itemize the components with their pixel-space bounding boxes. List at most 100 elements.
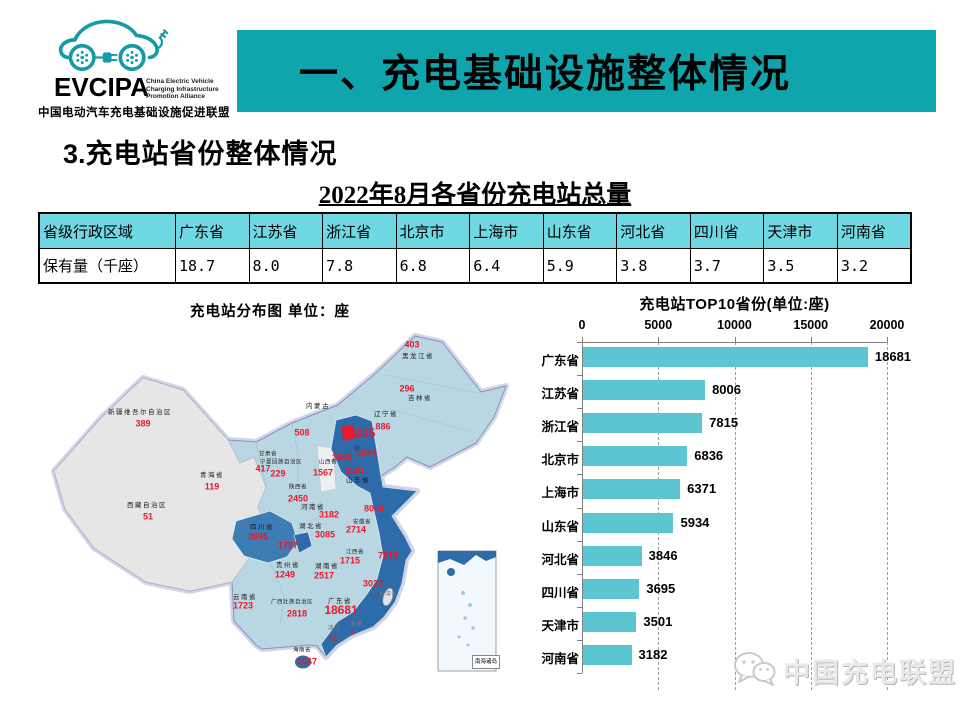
map-province-name: 青海省 [200,471,224,479]
chart-value-label: 3695 [646,580,676,596]
table-column-header: 省级行政区域 [38,212,176,249]
chart-value-label: 18681 [874,349,912,364]
table-column-header: 北京市 [395,212,471,249]
table-column-header: 四川省 [689,212,765,249]
table-value-cell: 18.7 [175,248,250,284]
map-province-name: 贵州省 [276,561,300,569]
table-row-label: 保有量（千座） [38,248,176,284]
chart-y-tick-mark [577,639,582,641]
table-value-cell: 5.9 [542,248,618,284]
chart-y-tick-mark [577,540,582,542]
wechat-icon [734,652,776,686]
map-value-label: 1249 [274,569,296,580]
table-column-header: 河南省 [836,212,912,249]
map-value-label: 6835 [348,426,376,440]
table-column-header: 天津市 [763,212,838,249]
map-province-name: 甘肃省 [258,451,278,458]
chart-bar [583,545,642,566]
logo-english-line: Promotion Alliance [146,93,205,100]
chart-y-axis [582,342,583,673]
map-value-label: 2450 [287,493,309,504]
table-column-header: 江苏省 [248,212,324,249]
chart-y-tick-mark [577,408,582,410]
chart-bar [583,347,868,367]
table-title: 2022年8月各省份充电站总量 [318,182,632,209]
map-value-label: 8006 [363,503,385,514]
map-value-label: 2818 [286,608,308,619]
map-value-label: 12 [329,635,337,643]
province-totals-table: 省级行政区域 广东省 江苏省 浙江省 北京市 上海市 山东省 河北省 四川省 天津市 河南省 保有量… [38,212,912,284]
logo-chinese-name: 中国电动汽车充电基础设施促进联盟 [38,107,230,119]
top10-bar-chart: 充电站TOP10省份(单位:座) 0 5000 10000 15000 20000 广东省… [535,292,955,704]
china-distribution-map: 充电站分布图 单位：座 南海诸岛 389 119 51 403 296 886 508 683… [40,295,530,695]
map-value-label: 1567 [312,467,334,478]
chart-category-label: 江苏省 [541,387,579,402]
china-map-shape [51,333,509,672]
map-title: 充电站分布图 单位：座 [189,304,351,320]
chart-value-label: 7815 [709,415,739,431]
logo-english-line: Charging Infrastructure [146,85,219,93]
map-province-name: 澳门 [327,625,341,632]
chart-bar [583,611,637,632]
map-value-label: 3022 [362,578,384,589]
chart-category-label: 四川省 [541,585,579,600]
map-province-name: 山东省 [346,476,370,484]
chart-value-label: 3182 [638,646,668,662]
map-province-name: 江西省 [345,549,365,556]
table-value-cell: 8.0 [248,248,324,284]
inset-label: 南海诸岛 [472,655,500,669]
map-province-name: 安徽省 [352,519,372,526]
map-value-label: 1715 [339,555,361,566]
map-province-name: 内蒙古 [306,402,330,410]
table-value-cell: 3.8 [616,248,691,284]
map-province-name: 湖北省 [299,522,323,530]
chart-bar [583,479,681,500]
map-province-name: 广东省 [328,597,352,605]
map-province-name: 四川省 [250,523,274,531]
chart-category-label: 河北省 [541,552,579,567]
logo-acronym: EVCIPA [54,72,149,102]
chart-value-label: 6836 [694,448,724,464]
map-value-label: 1667 [296,656,318,667]
chart-x-tick-mark [734,337,736,342]
chart-value-label: 6371 [687,481,717,497]
ev-car-logo-icon [58,19,169,72]
map-value-label: 1723 [232,600,254,611]
chart-value-label: 3501 [643,613,673,629]
map-value-label: 5934 [355,447,377,458]
table-column-header: 浙江省 [322,212,397,249]
chart-bar [583,446,688,467]
map-value-label: 2714 [345,524,367,535]
chart-value-label: 8006 [712,382,741,398]
table-value-cell: 3.5 [763,248,838,284]
map-value-label: 508 [294,427,310,438]
map-value-label: 2517 [313,570,335,581]
section-title: 3.充电站省份整体情况 [63,132,338,171]
map-province-name: 新疆维吾尔自治区 [108,408,172,416]
map-province-name: 辽宁省 [374,410,398,418]
chart-bar [583,512,674,533]
table-value-cell: 3.7 [689,248,765,284]
logo-english-line: China Electric Vehicle [146,78,214,85]
map-province-name: 湖南省 [315,562,339,570]
map-province-name: 海南省 [292,647,312,654]
chart-gridline [734,342,736,690]
chart-x-tick-mark [810,337,812,342]
watermark-text: 中国充电联盟 [783,657,957,688]
map-value-label: 417 [255,463,271,474]
table-value-cell: 7.8 [322,248,397,284]
table-column-header: 广东省 [175,212,250,249]
chart-bar [583,644,632,665]
chart-x-tick-mark [658,337,660,342]
table-column-header: 山东省 [542,212,618,249]
chart-x-tick-label: 10000 [717,318,752,332]
map-value-label: 403 [404,339,420,350]
map-province-name: 吉林省 [408,394,432,402]
map-province-name: 山西省 [318,459,338,466]
chart-y-tick-mark [577,342,582,343]
chart-title: 充电站TOP10省份(单位:座) [639,296,830,313]
chart-category-label: 浙江省 [541,420,579,435]
evcipa-logo: EVCIPA China Electric Vehicle Charging In… [36,10,241,128]
map-value-label: 389 [135,418,151,429]
chart-category-label: 北京市 [541,453,579,468]
